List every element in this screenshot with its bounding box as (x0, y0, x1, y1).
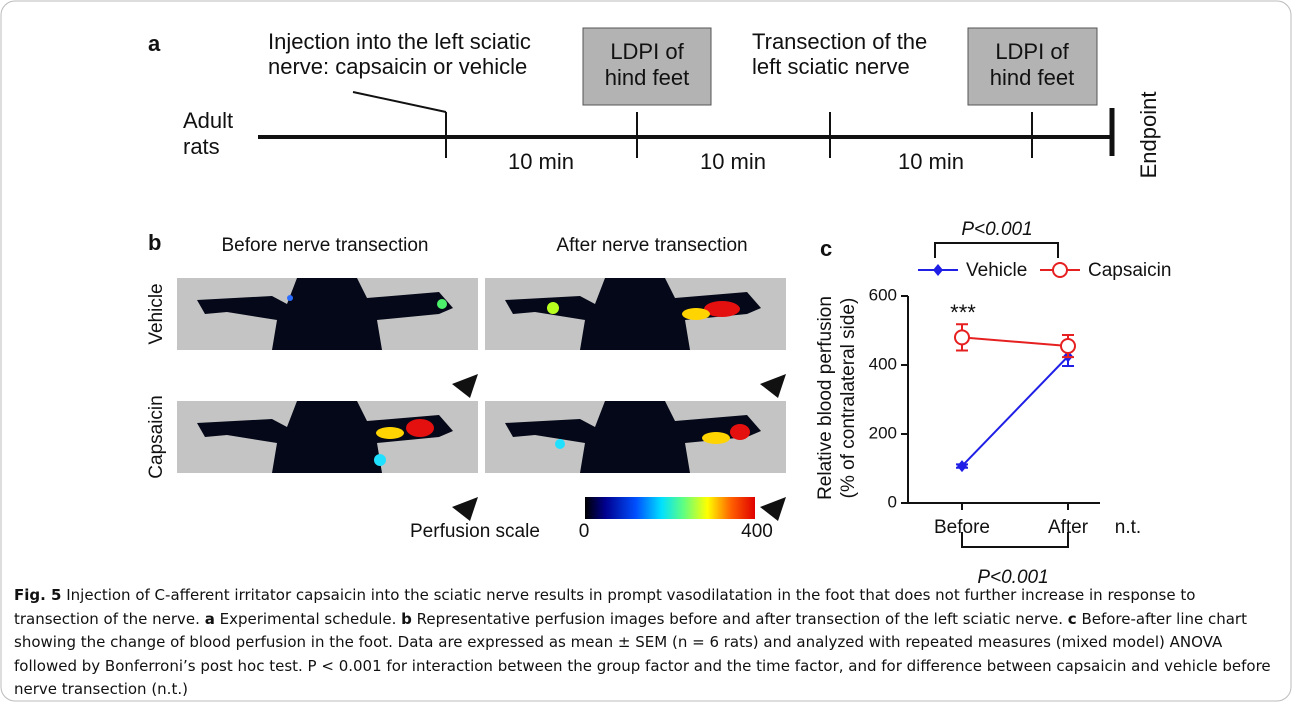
scale-label: Perfusion scale (410, 521, 540, 542)
event-label: hind feet (990, 65, 1074, 90)
y-tick-label: 600 (869, 285, 897, 304)
timeline (258, 108, 1112, 158)
scale-min: 0 (579, 521, 590, 542)
y-axis-label: Relative blood perfusion (815, 296, 836, 500)
arrowhead (452, 374, 478, 398)
event-label: LDPI of (610, 39, 684, 64)
event-label: hind feet (605, 65, 689, 90)
y-tick-label: 0 (888, 492, 897, 511)
marker (955, 330, 969, 344)
color-scale (585, 497, 755, 519)
caption-text: Injection of C-afferent irritator capsai… (14, 586, 1271, 698)
caption-sentence: Experimental schedule. (215, 610, 401, 628)
caption: Fig. 5 Injection of C-afferent irritator… (14, 584, 1274, 702)
event-label: LDPI of (995, 39, 1069, 64)
perfusion-image (177, 401, 478, 473)
event-label: Transection of the (752, 29, 927, 54)
event-label: Injection into the left sciatic (268, 29, 531, 54)
legend-marker (1053, 263, 1067, 277)
row-label: Vehicle (146, 283, 167, 344)
arrowhead (452, 497, 478, 521)
significance-note: n.t. (1115, 517, 1141, 538)
scale-max: 400 (741, 521, 773, 542)
series-line (962, 356, 1068, 466)
y-axis-label: (% of contralateral side) (838, 298, 859, 499)
legend-label: Vehicle (966, 260, 1027, 281)
start-label: Adult (183, 108, 233, 133)
column-label: Before nerve transection (221, 235, 428, 256)
x-tick-label: After (1048, 517, 1089, 538)
caption-panel-letter: b (401, 610, 412, 628)
perfusion-image (177, 278, 478, 350)
start-label: rats (183, 134, 220, 159)
marker (1061, 339, 1075, 353)
panel-letter: b (148, 230, 161, 255)
series-line (962, 337, 1068, 346)
caption-sentence: Representative perfusion images before a… (412, 610, 1068, 628)
arrowhead (760, 374, 786, 398)
column-label: After nerve transection (556, 235, 747, 256)
event-label: left sciatic nerve (752, 54, 910, 79)
x-tick-label: Before (934, 517, 990, 538)
end-label: Endpoint (1136, 92, 1161, 179)
caption-panel-letter: a (205, 610, 215, 628)
event-label: nerve: capsaicin or vehicle (268, 54, 527, 79)
figure: a Adult rats Injection into the left sci… (0, 0, 1293, 728)
arrowhead (760, 497, 786, 521)
y-tick-label: 200 (869, 423, 897, 442)
legend-marker (933, 264, 943, 276)
significance: *** (950, 300, 976, 325)
panel-letter: c (820, 236, 832, 261)
row-label: Capsaicin (146, 395, 167, 478)
perfusion-image (485, 278, 786, 350)
bracket-label: P<0.001 (961, 219, 1032, 240)
caption-panel-letter: c (1068, 610, 1077, 628)
leader (353, 92, 446, 112)
legend-label: Capsaicin (1088, 260, 1171, 281)
y-tick-label: 400 (869, 354, 897, 373)
interval-label: 10 min (898, 149, 964, 174)
caption-label: Fig. 5 (14, 586, 61, 604)
interval-label: 10 min (700, 149, 766, 174)
interval-label: 10 min (508, 149, 574, 174)
panel-letter: a (148, 31, 161, 56)
bracket (935, 243, 1058, 258)
perfusion-image (485, 401, 786, 473)
chart: c Relative blood perfusion (% of contral… (815, 219, 1171, 588)
